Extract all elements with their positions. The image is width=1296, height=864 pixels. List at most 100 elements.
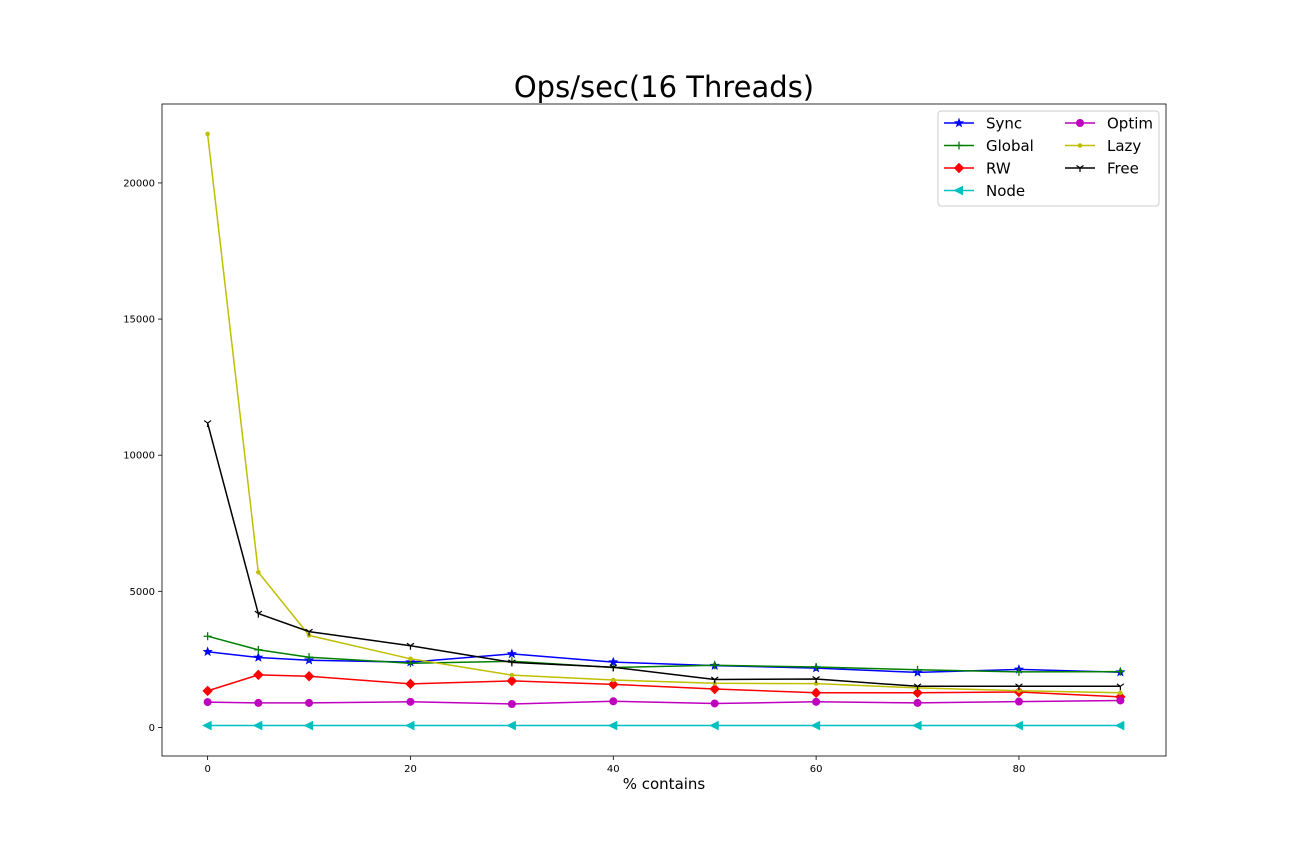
series-line-optim	[207, 699, 1121, 705]
chart-title: Ops/sec(16 Threads)	[514, 70, 814, 104]
legend-label: Global	[986, 137, 1034, 155]
data-point-lazy	[256, 569, 261, 575]
series-optim	[203, 696, 1125, 709]
data-point-lazy	[509, 672, 515, 678]
data-point-optim	[913, 698, 922, 707]
data-point-optim	[406, 697, 415, 706]
data-point-node	[1013, 720, 1023, 731]
data-point-optim	[254, 698, 263, 707]
data-point-global	[203, 632, 212, 641]
data-point-node	[202, 720, 212, 731]
legend-label: Lazy	[1107, 137, 1141, 155]
data-point-free	[1116, 683, 1125, 691]
plot-frame	[161, 103, 1167, 757]
x-tick-label: 60	[810, 764, 823, 775]
legend-marker	[953, 185, 963, 196]
data-point-free	[1015, 683, 1023, 691]
legend-item-global: Global	[944, 137, 1034, 155]
data-point-optim	[305, 698, 314, 707]
series-line-global	[207, 635, 1121, 673]
legend: Sync Global RW Node Optim Lazy Free	[937, 110, 1160, 207]
series-global	[203, 632, 1125, 676]
legend-item-lazy: Lazy	[1065, 137, 1141, 155]
y-tick-label: 20000	[123, 178, 155, 189]
legend-marker	[955, 141, 963, 150]
legend-item-node: Node	[944, 182, 1025, 200]
legend-label: Node	[986, 182, 1025, 200]
legend-box	[937, 110, 1160, 207]
legend-marker	[1077, 143, 1083, 148]
data-point-rw	[608, 679, 619, 690]
axes: 0 20 40 60 80 0 5000 10000 15000 20000	[123, 103, 1167, 775]
legend-label: Sync	[986, 115, 1022, 133]
data-point-lazy	[610, 677, 616, 683]
series-rw	[202, 669, 1126, 703]
data-point-rw	[912, 687, 923, 699]
data-point-node	[303, 720, 314, 731]
data-point-sync	[202, 646, 213, 657]
data-point-node	[607, 720, 618, 731]
data-point-rw	[506, 675, 518, 687]
legend-label: Optim	[1107, 115, 1153, 133]
data-point-rw	[709, 683, 720, 695]
series-line-free	[206, 422, 1121, 688]
series-free	[203, 420, 1125, 691]
data-point-global	[710, 661, 719, 670]
legend-label: RW	[986, 160, 1011, 178]
series-line-lazy	[206, 133, 1121, 694]
data-point-global	[812, 662, 821, 671]
y-tick-label: 0	[149, 723, 155, 734]
data-point-sync	[253, 652, 264, 662]
data-point-optim	[507, 700, 516, 709]
data-point-global	[254, 645, 263, 654]
legend-item-rw: RW	[944, 160, 1011, 178]
legend-item-sync: Sync	[944, 115, 1022, 133]
data-point-lazy	[205, 131, 210, 137]
data-point-free	[710, 676, 719, 684]
data-point-lazy	[1118, 690, 1123, 696]
data-point-rw	[202, 685, 213, 697]
x-tick-label: 0	[204, 764, 210, 775]
data-point-optim	[1116, 696, 1125, 705]
data-point-free	[305, 628, 313, 636]
data-point-global	[1014, 667, 1023, 676]
data-point-free	[913, 683, 922, 691]
legend-marker	[953, 162, 965, 174]
data-point-optim	[203, 698, 212, 707]
y-tick-label: 15000	[123, 315, 155, 326]
legend-item-optim: Optim	[1065, 115, 1153, 133]
data-point-optim	[1014, 697, 1023, 706]
data-point-free	[406, 642, 415, 650]
series-node	[202, 720, 1125, 731]
x-tick-label: 20	[404, 764, 417, 775]
data-point-free	[203, 420, 212, 428]
data-point-node	[252, 720, 263, 731]
data-point-global	[913, 665, 922, 674]
data-point-sync	[506, 648, 517, 659]
data-point-lazy	[408, 656, 413, 662]
data-point-rw	[810, 687, 822, 699]
data-point-rw	[405, 678, 416, 690]
data-point-rw	[253, 669, 264, 681]
legend-marker	[1076, 165, 1084, 172]
y-tick-label: 5000	[130, 587, 155, 598]
series-lazy	[205, 131, 1123, 696]
data-point-optim	[609, 697, 618, 706]
x-tick-label: 40	[607, 764, 620, 775]
data-point-free	[508, 659, 516, 667]
data-point-free	[609, 664, 618, 672]
data-point-free	[812, 675, 820, 683]
series-line-sync	[207, 650, 1121, 674]
legend-marker	[1076, 119, 1084, 127]
data-point-node	[810, 720, 821, 731]
data-point-node	[1114, 720, 1125, 731]
legend-marker	[953, 117, 965, 128]
data-point-rw	[303, 671, 315, 682]
data-point-node	[709, 720, 719, 731]
data-point-free	[254, 610, 263, 618]
data-point-node	[404, 720, 415, 731]
data-point-optim	[812, 697, 821, 706]
data-point-optim	[710, 699, 719, 708]
